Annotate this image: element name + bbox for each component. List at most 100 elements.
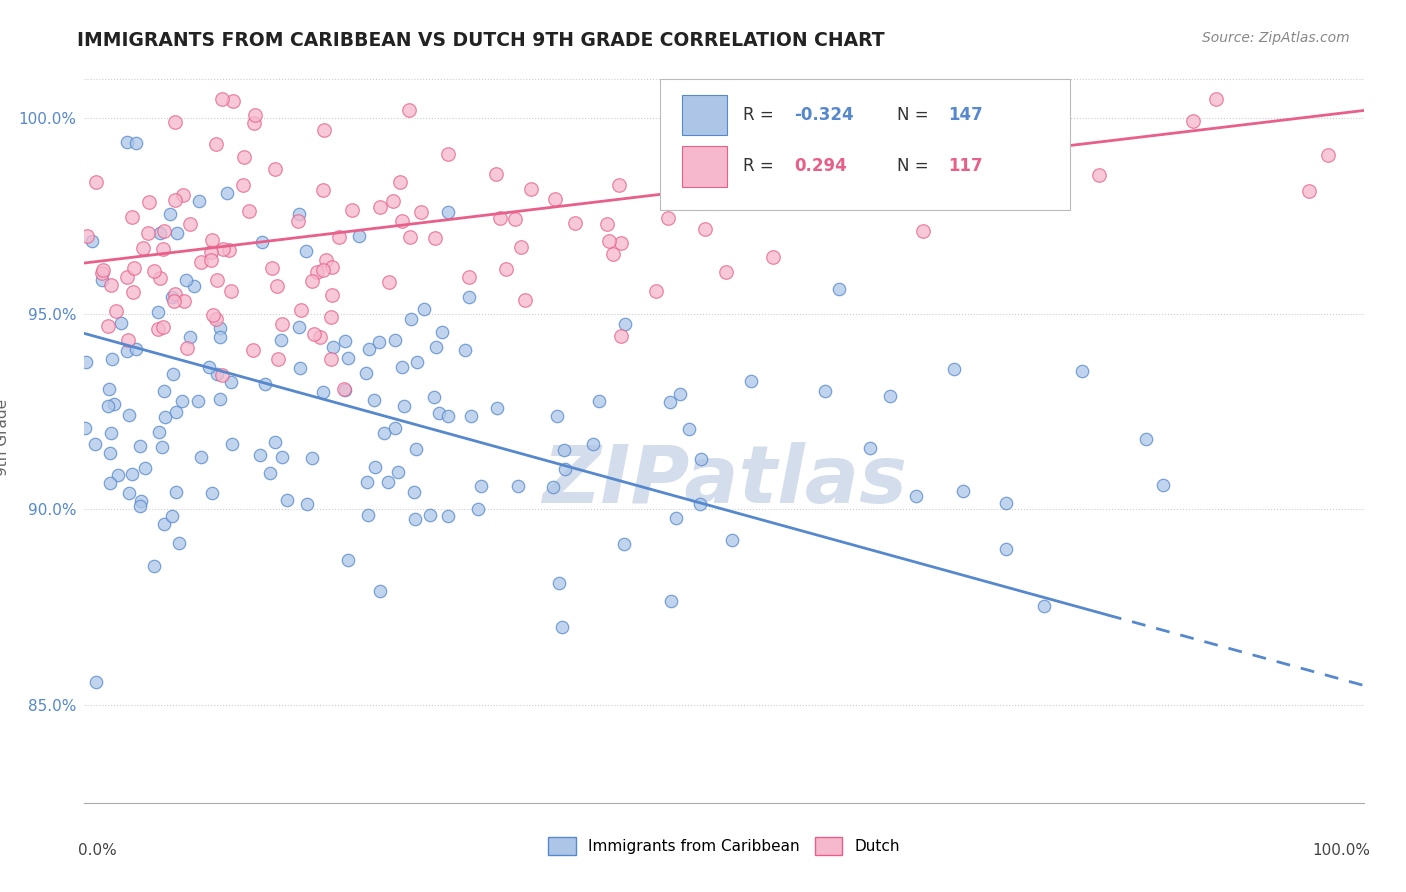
Text: R =: R =	[744, 106, 779, 124]
Point	[121, 210, 143, 224]
Point	[211, 92, 233, 106]
Point	[389, 175, 412, 189]
Point	[669, 386, 692, 401]
Point	[598, 234, 620, 248]
Point	[645, 285, 668, 299]
Point	[148, 270, 170, 285]
Point	[288, 207, 311, 221]
Point	[564, 216, 586, 230]
Point	[657, 211, 679, 225]
Point	[1298, 184, 1320, 198]
Point	[259, 466, 281, 480]
Point	[100, 476, 122, 491]
Point	[219, 375, 242, 389]
Point	[432, 325, 454, 339]
Point	[121, 285, 143, 300]
Point	[266, 279, 288, 293]
Point	[190, 450, 212, 465]
Point	[91, 273, 114, 287]
Point	[321, 260, 343, 275]
Point	[117, 486, 139, 500]
Point	[1071, 364, 1094, 378]
Point	[148, 425, 170, 439]
Text: -0.324: -0.324	[794, 106, 853, 124]
Point	[404, 512, 426, 526]
Point	[263, 434, 285, 449]
Point	[153, 224, 176, 238]
Text: Source: ZipAtlas.com: Source: ZipAtlas.com	[1202, 31, 1350, 45]
Point	[167, 535, 190, 549]
Point	[879, 389, 901, 403]
Point	[610, 235, 633, 250]
Point	[588, 393, 610, 408]
Point	[1316, 148, 1339, 162]
Point	[356, 475, 378, 489]
Point	[219, 284, 242, 298]
Point	[201, 233, 224, 247]
Text: 100.0%: 100.0%	[1312, 843, 1371, 858]
Point	[207, 367, 229, 381]
Point	[773, 124, 796, 138]
Point	[75, 421, 97, 435]
Point	[384, 421, 406, 435]
Point	[104, 304, 127, 318]
Point	[176, 342, 198, 356]
Point	[84, 674, 107, 689]
Point	[1152, 477, 1174, 491]
Point	[1050, 92, 1073, 106]
Point	[160, 509, 183, 524]
Point	[340, 203, 363, 218]
Point	[839, 178, 862, 193]
Point	[596, 217, 619, 231]
Text: 0.0%: 0.0%	[77, 843, 117, 858]
Text: 0.294: 0.294	[794, 158, 848, 176]
Point	[148, 322, 170, 336]
Point	[359, 342, 381, 356]
Point	[208, 330, 231, 344]
Point	[425, 340, 447, 354]
Point	[253, 376, 276, 391]
Point	[309, 330, 332, 344]
Point	[188, 194, 211, 208]
Point	[100, 351, 122, 366]
Point	[336, 553, 359, 567]
Point	[100, 425, 122, 440]
Point	[406, 355, 429, 369]
Point	[368, 200, 391, 214]
Point	[721, 533, 744, 547]
Point	[404, 484, 426, 499]
Point	[132, 242, 155, 256]
Point	[128, 439, 150, 453]
Point	[693, 222, 716, 236]
Point	[354, 366, 377, 380]
Point	[100, 277, 122, 292]
Point	[312, 184, 335, 198]
Point	[118, 408, 141, 422]
Point	[801, 119, 824, 133]
Point	[125, 342, 148, 356]
Text: N =: N =	[897, 106, 934, 124]
Point	[170, 394, 193, 409]
Point	[162, 367, 184, 381]
Point	[485, 401, 508, 415]
Point	[495, 262, 517, 277]
Point	[321, 287, 343, 301]
Point	[134, 460, 156, 475]
Point	[287, 214, 309, 228]
Point	[304, 326, 326, 341]
Point	[436, 147, 458, 161]
Point	[301, 451, 323, 466]
Point	[328, 229, 350, 244]
Point	[368, 583, 391, 598]
Point	[945, 92, 967, 106]
Point	[98, 383, 121, 397]
Point	[232, 178, 254, 193]
Point	[204, 136, 226, 151]
Point	[437, 205, 460, 219]
Point	[221, 437, 243, 451]
Point	[613, 537, 636, 551]
FancyBboxPatch shape	[661, 78, 1070, 211]
Point	[163, 287, 186, 301]
Point	[391, 359, 413, 374]
Y-axis label: 9th Grade: 9th Grade	[0, 399, 10, 475]
